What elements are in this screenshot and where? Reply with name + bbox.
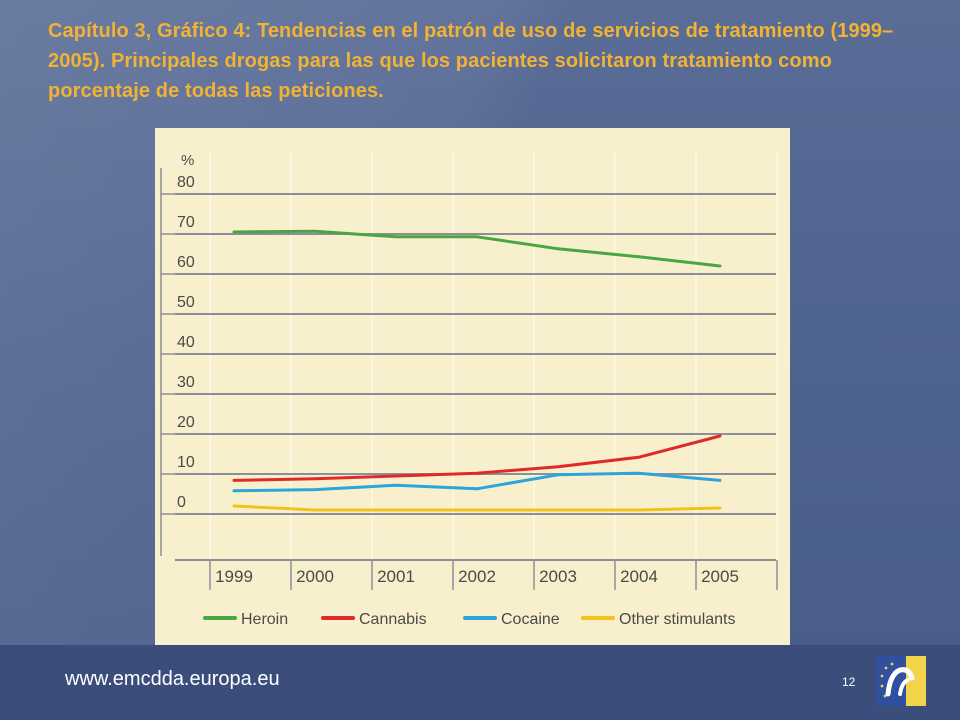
legend-label-other-stimulants: Other stimulants [619, 611, 735, 628]
y-tick-label-10: 10 [177, 454, 195, 471]
y-tick-label-0: 0 [177, 494, 186, 511]
x-tick-label-2000: 2000 [296, 567, 334, 586]
y-tick-label-30: 30 [177, 374, 195, 391]
y-tick-label-70: 70 [177, 214, 195, 231]
y-tick-label-80: 80 [177, 174, 195, 191]
footer-bar [0, 645, 960, 720]
x-tick-label-2004: 2004 [620, 567, 658, 586]
series-line-heroin [232, 229, 722, 268]
y-axis-label: % [181, 152, 194, 169]
x-tick-label-1999: 1999 [215, 567, 253, 586]
y-tick-label-60: 60 [177, 254, 195, 271]
y-tick-label-50: 50 [177, 294, 195, 311]
series-line-other-stimulants [232, 504, 722, 512]
y-tick-label-40: 40 [177, 334, 195, 351]
logo-mark-icon [880, 662, 915, 698]
footer-url[interactable]: www.emcdda.europa.eu [65, 668, 280, 690]
chart-panel: 0 10 20 30 40 50 60 70 80% 1999 2000 2001 2002 2003 20… [155, 128, 790, 655]
series-line-cocaine [232, 471, 722, 493]
x-tick-label-2001: 2001 [377, 567, 415, 586]
slide-title: Capítulo 3, Gráfico 4: Tendencias en el … [48, 20, 894, 102]
x-tick-label-2005: 2005 [701, 567, 739, 586]
emcdda-logo [876, 656, 926, 706]
line-chart: 0 10 20 30 40 50 60 70 80% 1999 2000 2001 2002 2003 20… [160, 150, 778, 628]
x-tick-label-2002: 2002 [458, 567, 496, 586]
y-tick-label-20: 20 [177, 414, 195, 431]
series-line-cannabis [232, 434, 722, 482]
legend-label-heroin: Heroin [241, 611, 288, 628]
x-tick-label-2003: 2003 [539, 567, 577, 586]
legend-label-cocaine: Cocaine [501, 611, 560, 628]
legend-label-cannabis: Cannabis [359, 611, 427, 628]
page-number: 12 [842, 675, 856, 689]
